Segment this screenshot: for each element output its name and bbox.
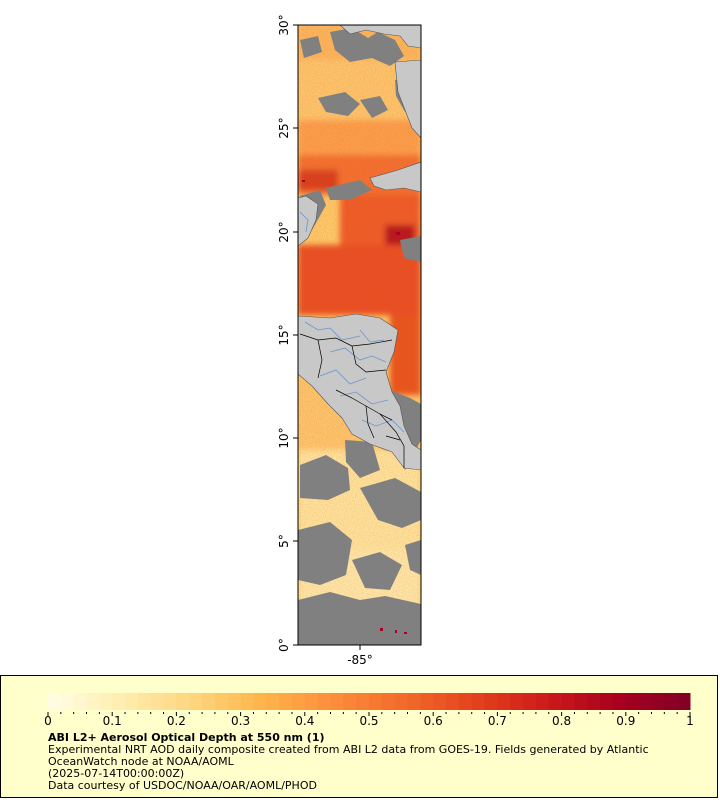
lat-tick-label: 30° xyxy=(277,14,291,35)
colorbar-swatch xyxy=(330,693,344,710)
colorbar-swatch xyxy=(587,693,601,710)
colorbar-swatch xyxy=(163,693,177,710)
colorbar-swatch xyxy=(625,693,640,710)
lat-tick-label: 15° xyxy=(277,324,291,345)
latitude-axis: 0° 5° 10° 15° 20° 25° 30° xyxy=(277,14,298,652)
colorbar-swatch xyxy=(227,693,242,710)
colorbar-swatch xyxy=(535,693,550,710)
colorbar-swatch xyxy=(99,693,113,710)
colorbar-swatch xyxy=(600,693,614,710)
colorbar-label: 0.3 xyxy=(231,714,250,728)
colorbar-swatch xyxy=(561,693,575,710)
no-data-regions xyxy=(298,28,421,645)
colorbar-swatch xyxy=(86,693,100,710)
colorbar-swatch xyxy=(48,693,62,710)
map-svg: 0° 5° 10° 15° 20° 25° 30° -85° xyxy=(277,14,422,667)
colorbar: 0 0.1 0.2 0.3 0.4 0.5 0.6 0.7 0.8 0.9 1 xyxy=(44,693,694,728)
borders xyxy=(299,333,405,468)
colorbar-swatch xyxy=(176,693,190,710)
colorbar-swatch xyxy=(125,693,139,710)
colorbar-swatch xyxy=(612,693,627,710)
colorbar-swatch xyxy=(317,693,331,710)
colorbar-label: 0.5 xyxy=(359,714,378,728)
colorbar-swatch xyxy=(291,693,306,710)
colorbar-swatch xyxy=(73,693,88,710)
legend-text: ABI L2+ Aerosol Optical Depth at 550 nm … xyxy=(48,732,713,792)
colorbar-swatch xyxy=(407,693,421,710)
colorbar-swatch xyxy=(574,693,588,710)
rivers xyxy=(299,211,405,433)
colorbar-swatch xyxy=(214,693,229,710)
colorbar-label: 0.7 xyxy=(488,714,507,728)
lat-tick-label: 25° xyxy=(277,117,291,138)
legend-description: Experimental NRT AOD daily composite cre… xyxy=(48,743,649,768)
colorbar-swatch xyxy=(356,693,370,710)
lat-tick-label: 5° xyxy=(277,534,291,548)
colorbar-label: 0.8 xyxy=(552,714,571,728)
colorbar-swatch xyxy=(651,693,665,710)
colorbar-swatch xyxy=(137,693,152,710)
colorbar-swatch xyxy=(279,693,293,710)
colorbar-swatch xyxy=(266,693,280,710)
legend-panel: 0 0.1 0.2 0.3 0.4 0.5 0.6 0.7 0.8 0.9 1 … xyxy=(0,675,718,798)
colorbar-swatches xyxy=(48,693,691,710)
colorbar-ticks xyxy=(47,712,691,716)
colorbar-swatch xyxy=(420,693,434,710)
colorbar-swatch xyxy=(253,693,267,710)
colorbar-swatch xyxy=(60,693,75,710)
colorbar-label: 0.9 xyxy=(616,714,635,728)
colorbar-label: 0.4 xyxy=(295,714,314,728)
colorbar-swatch xyxy=(548,693,563,710)
colorbar-label: 0.1 xyxy=(103,714,122,728)
colorbar-swatch xyxy=(638,693,652,710)
colorbar-labels: 0 0.1 0.2 0.3 0.4 0.5 0.6 0.7 0.8 0.9 1 xyxy=(44,714,694,728)
lon-tick-label: -85° xyxy=(347,653,373,667)
colorbar-swatch xyxy=(523,693,537,710)
colorbar-swatch xyxy=(510,693,524,710)
colorbar-swatch xyxy=(677,693,691,710)
colorbar-swatch xyxy=(446,693,460,710)
lat-tick-label: 0° xyxy=(277,638,291,652)
legend-date: (2025-07-14T00:00:00Z) xyxy=(48,767,185,780)
colorbar-swatch xyxy=(484,693,498,710)
colorbar-swatch xyxy=(458,693,473,710)
colorbar-swatch xyxy=(394,693,409,710)
colorbar-swatch xyxy=(471,693,486,710)
longitude-axis: -85° xyxy=(347,645,373,667)
high-aod-specks xyxy=(302,180,407,634)
colorbar-swatch xyxy=(240,693,254,710)
map-plot-area xyxy=(298,25,421,645)
colorbar-label: 0.2 xyxy=(167,714,186,728)
map-area: 0° 5° 10° 15° 20° 25° 30° -85° xyxy=(277,14,422,667)
colorbar-swatch xyxy=(202,693,216,710)
colorbar-swatch xyxy=(343,693,357,710)
colorbar-swatch xyxy=(189,693,203,710)
lat-tick-label: 10° xyxy=(277,427,291,448)
colorbar-swatch xyxy=(381,693,396,710)
colorbar-swatch xyxy=(497,693,511,710)
colorbar-swatch xyxy=(112,693,126,710)
colorbar-swatch xyxy=(304,693,319,710)
lat-tick-label: 20° xyxy=(277,221,291,242)
colorbar-swatch xyxy=(433,693,447,710)
colorbar-swatch xyxy=(150,693,165,710)
colorbar-label: 1 xyxy=(686,714,694,728)
colorbar-label: 0.6 xyxy=(424,714,443,728)
legend-title: ABI L2+ Aerosol Optical Depth at 550 nm … xyxy=(48,731,325,744)
legend-credit: Data courtesy of USDOC/NOAA/OAR/AOML/PHO… xyxy=(48,779,317,792)
land-mass xyxy=(298,25,421,471)
colorbar-swatch xyxy=(664,693,678,710)
colorbar-label: 0 xyxy=(44,714,52,728)
colorbar-swatch xyxy=(369,693,383,710)
